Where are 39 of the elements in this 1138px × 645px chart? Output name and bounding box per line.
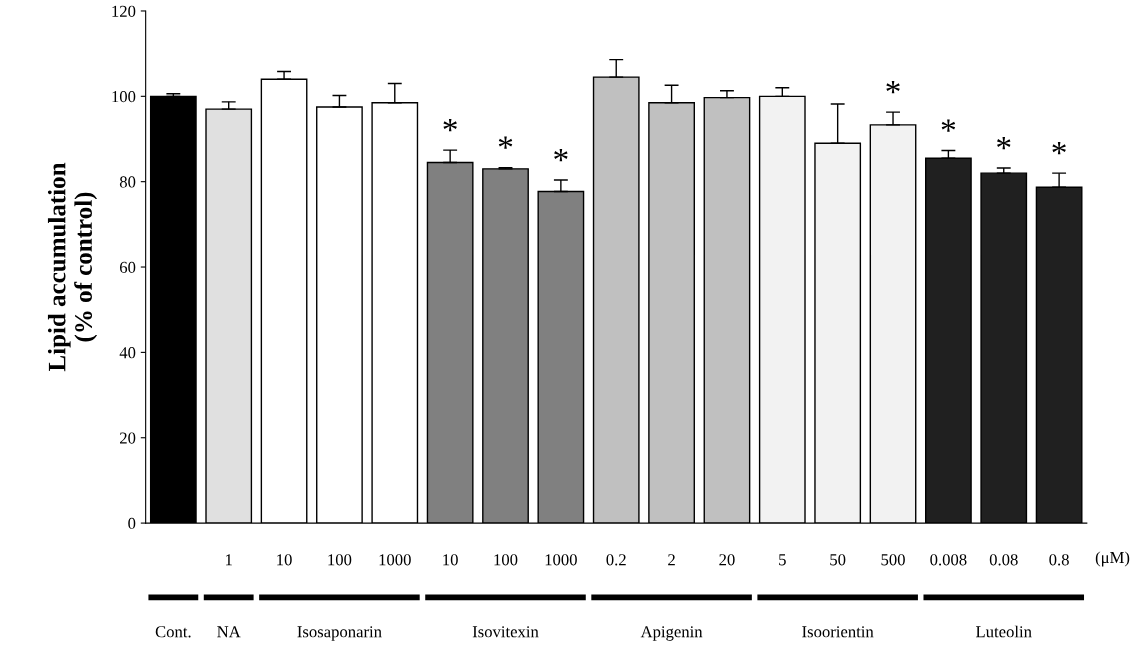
x-tick-label: 1	[226, 554, 232, 566]
y-tick-label: 80	[119, 176, 136, 188]
x-tick-label: 0.8	[1049, 554, 1069, 566]
x-tick-label: 2	[668, 554, 675, 566]
y-tick-label: 0	[128, 517, 136, 530]
x-tick-label: 50	[830, 554, 846, 566]
x-tick-label: 0.08	[989, 554, 1018, 566]
x-tick-label: 1000	[379, 554, 411, 566]
text: Luteolin	[975, 625, 1032, 638]
text: Apigenin	[640, 626, 703, 641]
y-tick-label: 20	[120, 432, 136, 444]
y-axis-title: Lipid accumulation (% of control)	[47, 162, 98, 372]
data-label: *	[443, 119, 457, 132]
data-label: *	[941, 119, 956, 132]
x-tick-label: 0.2	[606, 554, 626, 566]
x-tick-label: 10	[277, 554, 292, 566]
y-tick-label: 60	[119, 261, 136, 273]
text: Isovitexin	[472, 626, 539, 638]
text: Isoorientin	[802, 626, 874, 638]
data-label: *	[554, 148, 568, 162]
text: Isosaponarin	[297, 626, 382, 641]
x-tick-label: 1000	[545, 554, 577, 566]
x-tick-label: 100	[494, 554, 518, 566]
y-tick-label: 100	[112, 91, 136, 103]
x-tick-label: 5	[779, 554, 786, 566]
x-tick-label: 100	[328, 554, 352, 566]
text: Cont.	[155, 626, 191, 638]
data-label: *	[498, 136, 513, 149]
x-tick-label: 0.008	[930, 554, 967, 566]
x-tick-label: 20	[719, 554, 735, 566]
y-tick-label: 120	[112, 5, 136, 17]
data-label: *	[886, 81, 900, 94]
data-label: *	[997, 136, 1011, 150]
data-label: *	[1052, 142, 1066, 155]
y-tick-label: 40	[119, 347, 136, 359]
text: (μM)	[1095, 551, 1130, 567]
x-tick-label: 10	[443, 554, 458, 566]
text: NA	[217, 626, 241, 638]
x-tick-label: 500	[881, 554, 905, 566]
